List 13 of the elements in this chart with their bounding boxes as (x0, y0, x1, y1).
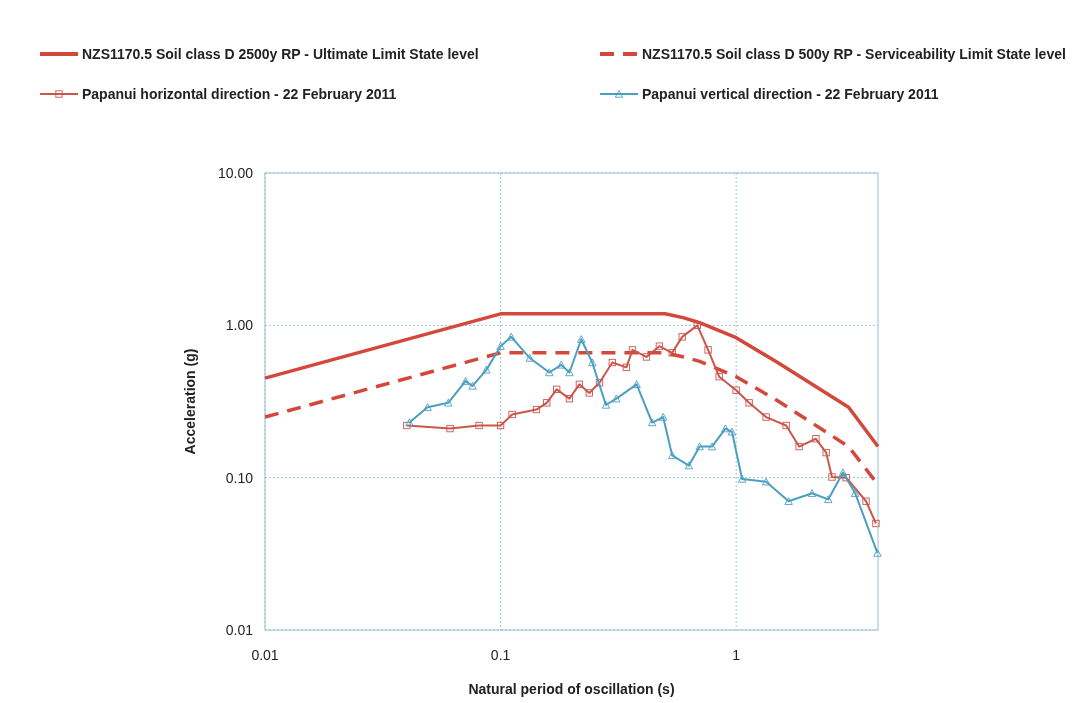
y-axis-title: Acceleration (g) (182, 348, 198, 455)
legend-label: Papanui horizontal direction - 22 February 2011 (82, 85, 397, 102)
legend-label: NZS1170.5 Soil class D 500y RP - Serviceability Limit State level (642, 45, 1066, 62)
legend-label: NZS1170.5 Soil class D 2500y RP - Ultimate Limit State level (82, 45, 479, 62)
y-tick-label: 10.00 (217, 164, 254, 181)
legend-label: Papanui vertical direction - 22 February 2011 (642, 85, 939, 102)
y-tick-label: 0.01 (225, 621, 254, 638)
x-tick-label: 1 (732, 647, 741, 663)
y-tick-label: 1.00 (225, 317, 254, 334)
y-tick-label: 0.10 (225, 469, 254, 486)
x-tick-label: 0.1 (490, 647, 511, 663)
x-axis-title: Natural period of oscillation (s) (468, 681, 675, 697)
x-tick-label: 0.01 (251, 647, 279, 663)
